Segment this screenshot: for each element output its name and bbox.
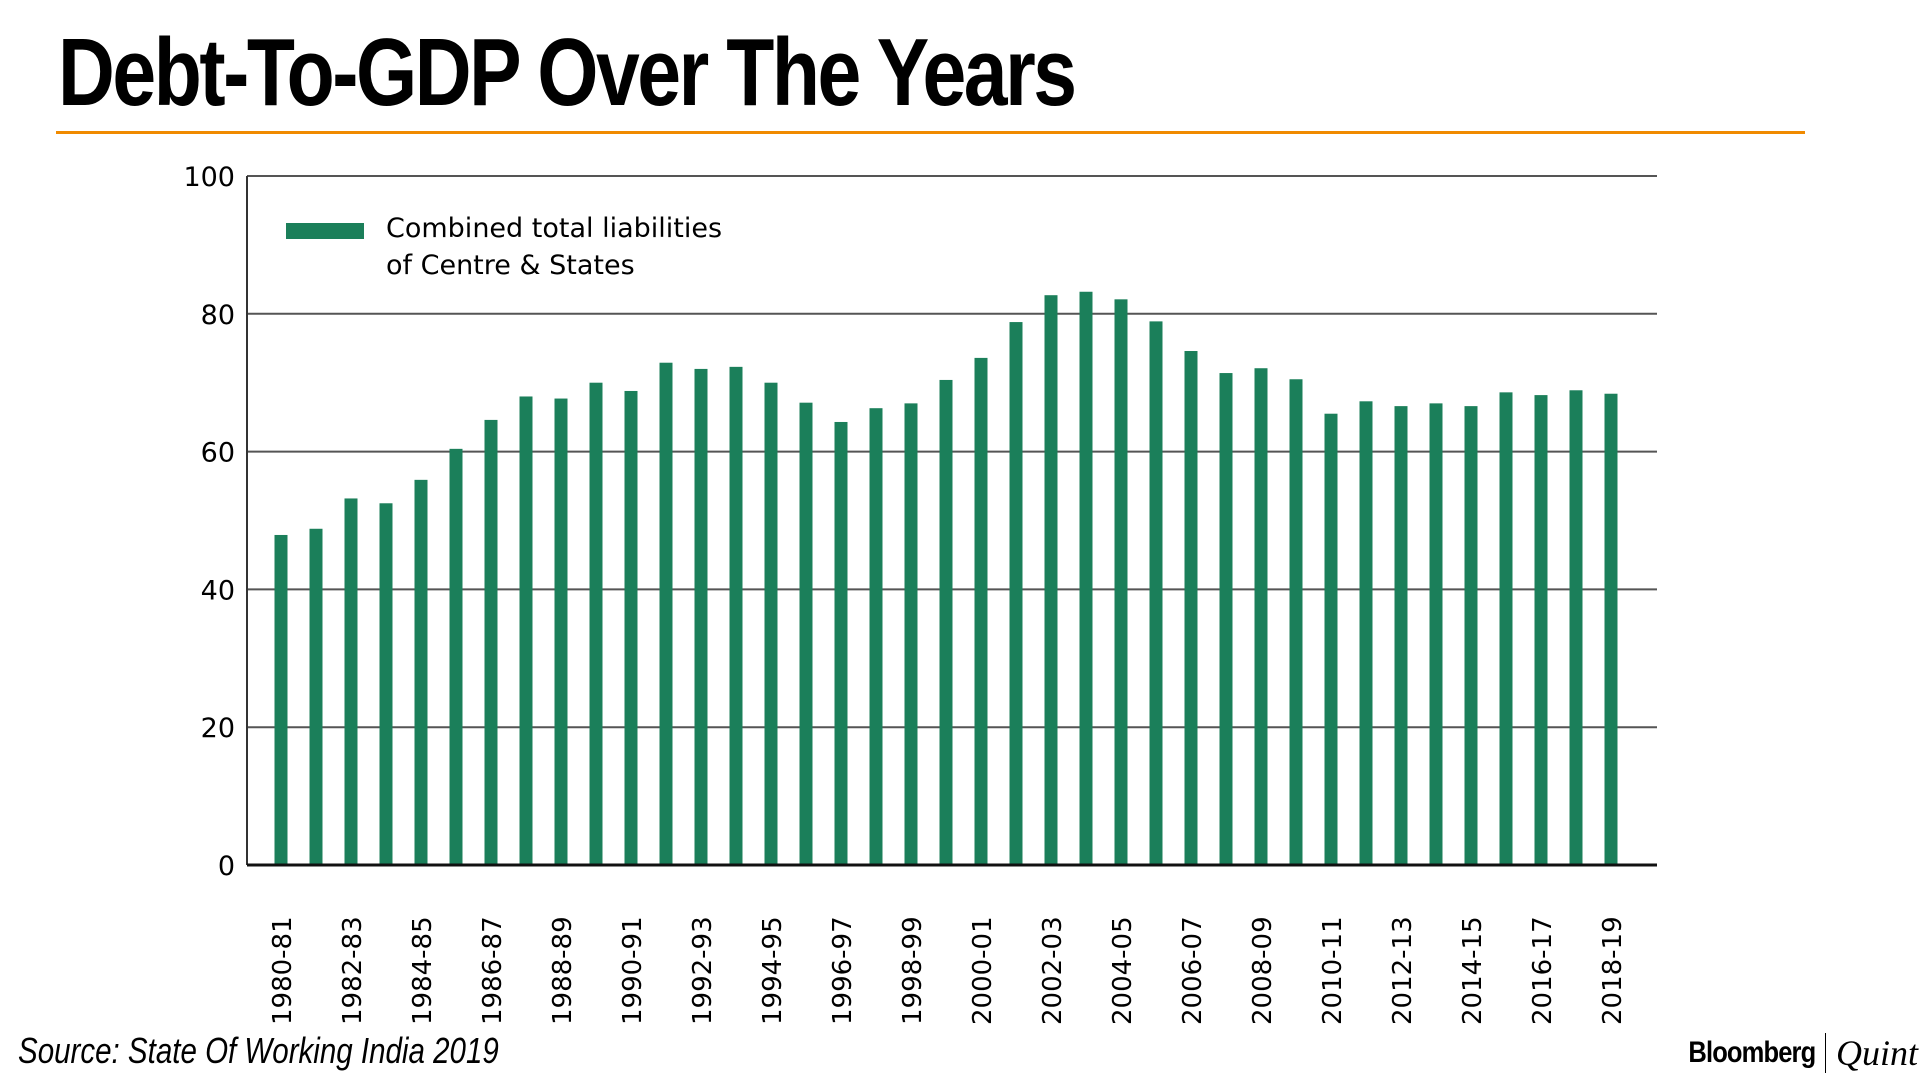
bar-2009-10: [1289, 379, 1303, 865]
bar-2006-07: [1184, 351, 1198, 866]
x-tick-label: 2008-09: [1248, 916, 1278, 1025]
x-tick-label: 1988-89: [548, 916, 578, 1025]
x-tick-label: 1994-95: [758, 916, 788, 1025]
source-note: Source: State Of Working India 2019: [18, 1030, 499, 1071]
legend: Combined total liabilities of Centre & S…: [286, 210, 786, 284]
bar-2018-19: [1604, 393, 1618, 865]
x-tick-label: 1998-99: [898, 916, 928, 1025]
legend-label-line2: of Centre & States: [386, 250, 635, 281]
y-axis-labels: 0 20 40 60 80 100: [183, 162, 235, 882]
bar-2017-18: [1569, 390, 1583, 865]
x-tick-label: 2006-07: [1178, 916, 1208, 1025]
brand-secondary: Quint: [1835, 1033, 1918, 1073]
bar-1982-83: [344, 498, 358, 865]
bar-2014-15: [1464, 406, 1478, 865]
bar-2011-12: [1359, 401, 1373, 865]
bar-1981-82: [309, 528, 323, 865]
x-tick-label: 1996-97: [828, 916, 858, 1025]
x-tick-label: 2012-13: [1388, 916, 1418, 1025]
bar-2010-11: [1324, 413, 1338, 865]
bar-2015-16: [1499, 392, 1513, 865]
y-tick-label: 100: [183, 162, 235, 193]
bar-1996-97: [834, 421, 848, 865]
bar-1995-96: [799, 402, 813, 865]
bar-1993-94: [729, 366, 743, 865]
brand-primary: Bloomberg: [1688, 1036, 1816, 1069]
x-tick-label: 2004-05: [1108, 916, 1138, 1025]
x-tick-label: 1984-85: [408, 916, 438, 1025]
bar-2003-04: [1079, 291, 1093, 865]
y-tick-label: 80: [201, 300, 235, 331]
bar-1989-90: [589, 382, 603, 865]
x-tick-label: 2000-01: [968, 916, 998, 1025]
bar-1985-86: [449, 448, 463, 865]
x-tick-label: 2018-19: [1598, 916, 1628, 1025]
bar-1988-89: [554, 398, 568, 865]
bar-2013-14: [1429, 403, 1443, 865]
x-tick-label: 2002-03: [1038, 916, 1068, 1025]
x-tick-label: 1980-81: [268, 916, 298, 1025]
bar-1991-92: [659, 362, 673, 865]
bar-1986-87: [484, 419, 498, 865]
bar-2005-06: [1149, 321, 1163, 865]
brand-logo: Bloomberg Quint: [1666, 1032, 1918, 1074]
x-tick-label: 1982-83: [338, 916, 368, 1025]
bar-2004-05: [1114, 299, 1128, 865]
x-tick-label: 2016-17: [1528, 916, 1558, 1025]
x-tick-label: 1992-93: [688, 916, 718, 1025]
y-tick-label: 0: [218, 851, 235, 882]
x-axis-labels: 1980-81 1982-83 1984-85 1986-87 1988-89 1990-…: [268, 916, 1628, 1025]
x-tick-label: 1990-91: [618, 916, 648, 1025]
bar-2016-17: [1534, 395, 1548, 865]
title-divider: [56, 131, 1805, 134]
bar-1994-95: [764, 382, 778, 865]
y-tick-label: 20: [201, 713, 235, 744]
x-tick-label: 2014-15: [1458, 916, 1488, 1025]
bar-2002-03: [1044, 295, 1058, 865]
bar-1990-91: [624, 390, 638, 865]
legend-swatch: [286, 223, 364, 239]
bar-2000-01: [974, 357, 988, 865]
bar-2001-02: [1009, 322, 1023, 865]
bar-1998-99: [904, 403, 918, 865]
bar-1999-00: [939, 379, 953, 865]
chart-title: Debt-To-GDP Over The Years: [58, 19, 1077, 126]
y-tick-label: 60: [201, 438, 235, 469]
y-tick-label: 40: [201, 575, 235, 606]
x-tick-label: 1986-87: [478, 916, 508, 1025]
bar-1980-81: [274, 534, 288, 865]
bar-2007-08: [1219, 373, 1233, 865]
bar-1997-98: [869, 408, 883, 865]
bar-2008-09: [1254, 368, 1268, 865]
legend-label-line1: Combined total liabilities: [386, 213, 723, 244]
bar-2012-13: [1394, 406, 1408, 865]
legend-label: Combined total liabilities of Centre & S…: [386, 210, 786, 284]
bar-1992-93: [694, 368, 708, 865]
x-tick-label: 2010-11: [1318, 916, 1348, 1025]
bars: [274, 291, 1618, 866]
bar-1987-88: [519, 396, 533, 865]
bar-1984-85: [414, 479, 428, 865]
brand-separator: [1824, 1033, 1826, 1073]
bar-1983-84: [379, 503, 393, 865]
